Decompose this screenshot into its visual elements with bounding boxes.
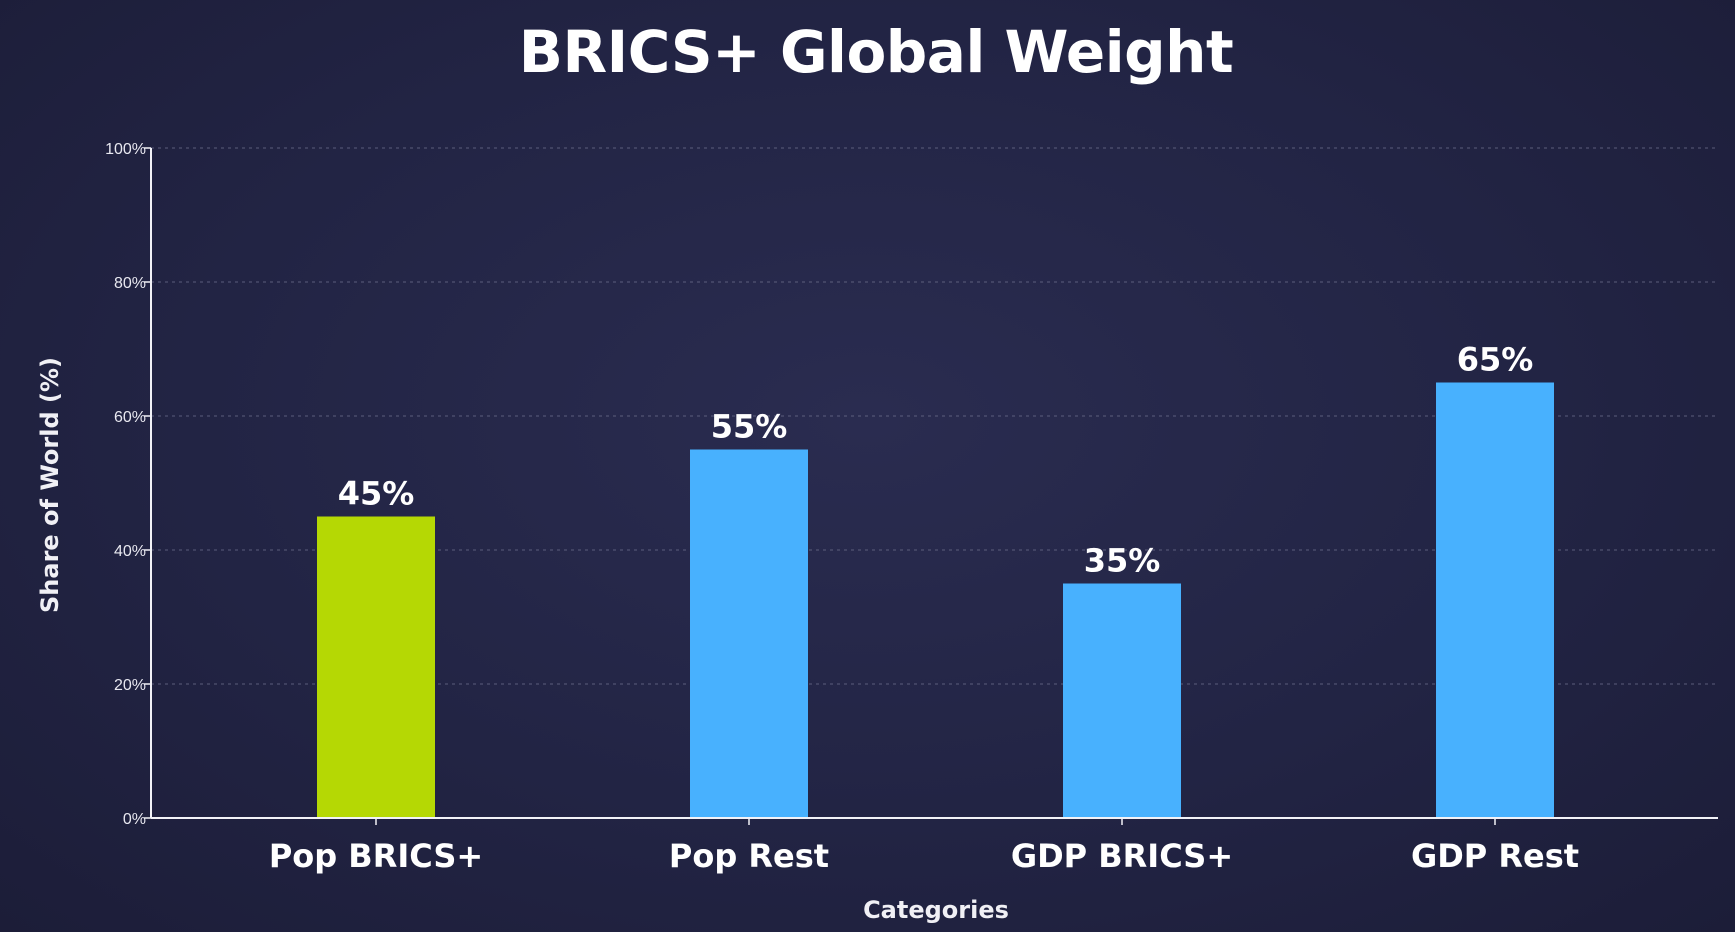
- y-tick-label: 20%: [114, 677, 146, 694]
- x-axis-title: Categories: [863, 896, 1009, 924]
- value-label: 55%: [711, 408, 788, 446]
- value-label: 35%: [1084, 542, 1161, 580]
- value-label: 65%: [1457, 341, 1534, 379]
- x-tick-label: Pop BRICS+: [269, 837, 483, 875]
- value-labels: 45% 55% 35% 65%: [338, 341, 1534, 580]
- value-label: 45%: [338, 475, 415, 513]
- x-tick-label: GDP BRICS+: [1011, 837, 1233, 875]
- bars: [317, 382, 1554, 818]
- x-tick-label: GDP Rest: [1411, 837, 1579, 875]
- y-tick-label: 0%: [123, 811, 146, 828]
- chart-title: BRICS+ Global Weight: [519, 18, 1233, 86]
- y-axis-title: Share of World (%): [36, 357, 64, 613]
- y-tick-label: 80%: [114, 275, 146, 292]
- y-tick-label: 100%: [105, 141, 146, 158]
- x-axis-ticks: Pop BRICS+ Pop Rest GDP BRICS+ GDP Rest: [269, 818, 1579, 875]
- bar: [317, 516, 435, 818]
- y-axis-ticks: 0% 20% 40% 60% 80% 100%: [105, 141, 151, 828]
- bar: [1436, 382, 1554, 818]
- bar: [690, 449, 808, 818]
- y-tick-label: 40%: [114, 543, 146, 560]
- bar: [1063, 583, 1181, 818]
- x-tick-label: Pop Rest: [669, 837, 829, 875]
- y-tick-label: 60%: [114, 409, 146, 426]
